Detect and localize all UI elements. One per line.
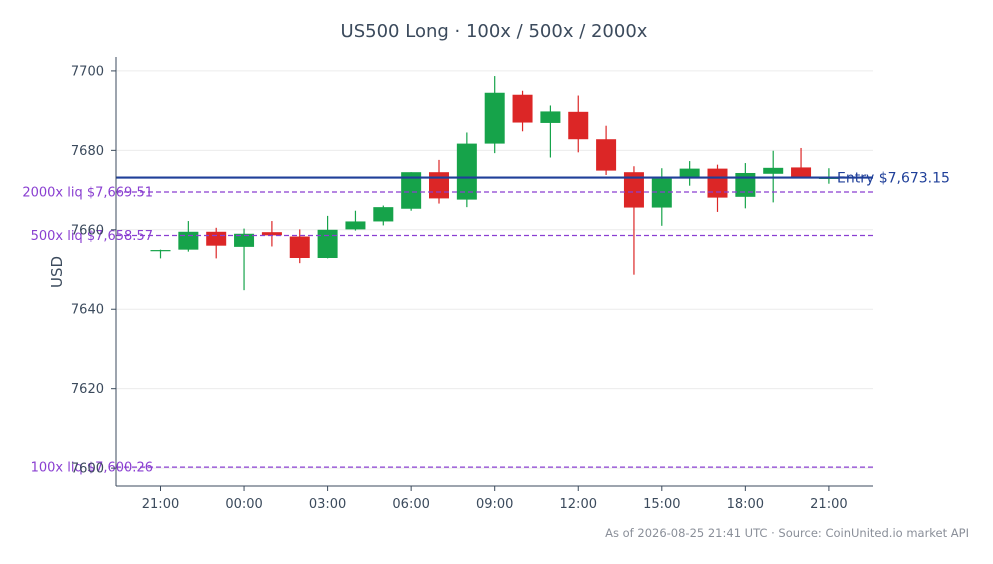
candle-body-0 bbox=[150, 250, 171, 252]
candles bbox=[150, 76, 839, 291]
candle-body-1 bbox=[178, 231, 199, 250]
candle-body-16 bbox=[596, 139, 617, 171]
x-tick-label-4: 09:00 bbox=[476, 497, 513, 512]
candle-body-10 bbox=[429, 172, 449, 199]
candle-body-4 bbox=[261, 232, 282, 236]
y-tick-label-4: 7680 bbox=[71, 144, 104, 159]
x-tick-label-6: 15:00 bbox=[643, 497, 680, 512]
x-tick-label-0: 21:00 bbox=[142, 497, 179, 512]
candle-body-18 bbox=[651, 178, 672, 208]
candle-body-15 bbox=[568, 111, 589, 140]
footer-source: As of 2026-08-25 21:41 UTC · Source: Coi… bbox=[605, 526, 969, 540]
x-tick-label-8: 21:00 bbox=[810, 497, 847, 512]
candle-body-20 bbox=[707, 168, 728, 198]
chart-title: US500 Long · 100x / 500x / 2000x bbox=[341, 21, 648, 42]
candle-body-5 bbox=[289, 236, 310, 258]
liq-label-0: 2000x liq $7,669.51 bbox=[22, 186, 153, 201]
x-tick-labels: 21:00 00:00 03:00 06:00 09:00 12:00 15:00 18:00… bbox=[142, 486, 848, 512]
liq-label-2: 100x liq $7,600.26 bbox=[31, 461, 153, 476]
candle-body-9 bbox=[401, 172, 422, 209]
candle-body-17 bbox=[623, 172, 644, 208]
y-tick-label-1: 7620 bbox=[71, 382, 104, 397]
candle-body-3 bbox=[234, 233, 255, 247]
y-tick-label-0: 7600 bbox=[71, 462, 104, 477]
candle-body-2 bbox=[206, 231, 227, 246]
x-tick-label-2: 03:00 bbox=[309, 497, 346, 512]
candle-body-21 bbox=[735, 172, 756, 197]
entry-label: Entry $7,673.15 bbox=[837, 171, 950, 187]
x-tick-label-5: 12:00 bbox=[560, 497, 597, 512]
x-tick-label-1: 00:00 bbox=[225, 497, 262, 512]
candle-body-22 bbox=[763, 167, 784, 174]
liq-label-1: 500x liq $7,658.57 bbox=[31, 229, 153, 244]
candle-body-11 bbox=[456, 143, 477, 200]
candle-body-7 bbox=[345, 221, 366, 230]
y-tick-label-3: 7660 bbox=[71, 223, 104, 238]
candle-body-8 bbox=[373, 207, 394, 222]
y-tick-labels: 7600 7620 7640 7660 7680 7700 bbox=[71, 64, 116, 477]
candle-body-12 bbox=[484, 92, 505, 144]
candle-body-14 bbox=[540, 111, 561, 123]
x-tick-label-3: 06:00 bbox=[392, 497, 429, 512]
price-levels: 2000x liq $7,669.51 500x liq $7,658.57 100… bbox=[22, 171, 950, 476]
y-axis-label: USD bbox=[48, 256, 66, 288]
y-tick-label-5: 7700 bbox=[71, 64, 104, 79]
candle-body-23 bbox=[791, 167, 812, 178]
candle-body-13 bbox=[512, 94, 533, 123]
candle-body-19 bbox=[679, 168, 700, 179]
x-tick-label-7: 18:00 bbox=[727, 497, 764, 512]
y-tick-label-2: 7640 bbox=[71, 303, 104, 318]
candle-body-6 bbox=[317, 229, 338, 258]
